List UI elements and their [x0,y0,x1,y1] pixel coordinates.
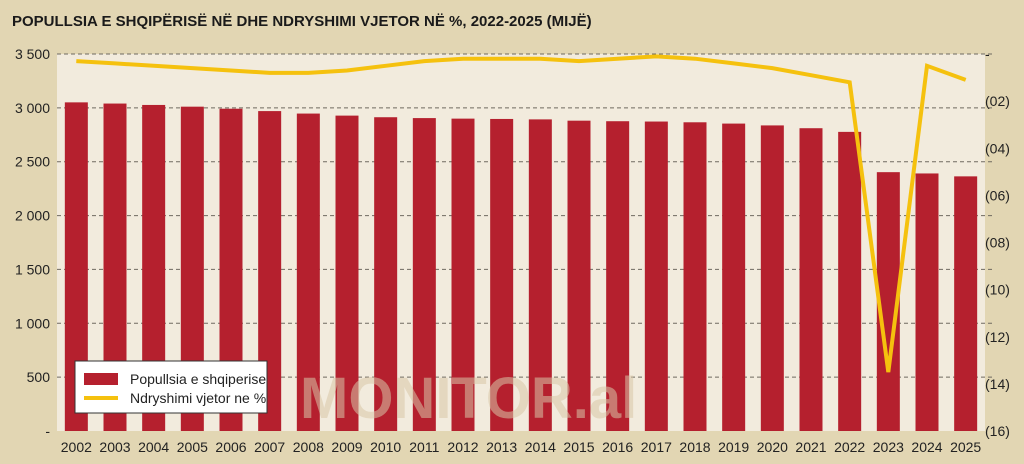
x-tick-label: 2003 [99,439,130,455]
bars [64,102,978,432]
x-tick-label: 2020 [757,439,788,455]
x-tick-label: 2025 [950,439,981,455]
y-left-tick-label: 3 000 [15,100,50,116]
y-right-tick-label: (08) [985,235,1010,251]
y-right-tick-label: (10) [985,282,1010,298]
y-left-tick-label: 2 500 [15,154,50,170]
bar [528,119,552,431]
bar [799,128,823,431]
y-right-tick-label: (14) [985,376,1010,392]
bar [606,121,630,431]
bar [64,102,88,432]
bar [374,117,398,432]
bar [412,118,436,431]
x-tick-label: 2017 [641,439,672,455]
bar [103,103,127,431]
bar [490,118,514,431]
y-right-tick-label: (04) [985,140,1010,156]
x-tick-label: 2006 [215,439,246,455]
x-tick-label: 2002 [61,439,92,455]
bar [722,123,746,431]
bar [838,131,862,431]
bar [219,108,243,431]
bar [258,111,282,432]
legend-label-bar: Popullsia e shqiperise [130,371,266,387]
line-series [76,54,967,373]
y-right-tick-label: (02) [985,93,1010,109]
bar [296,113,320,431]
bar [644,121,668,431]
y-left-tick-label: 3 500 [15,46,50,62]
x-tick-label: 2023 [873,439,904,455]
x-tick-label: 2022 [834,439,865,455]
x-tick-label: 2015 [563,439,594,455]
x-tick-label: 2019 [718,439,749,455]
bar [915,173,939,431]
x-tick-label: 2007 [254,439,285,455]
bar [760,125,784,431]
x-tick-label: 2016 [602,439,633,455]
legend-swatch-bar [84,373,118,385]
legend: Popullsia e shqiperise Ndryshimi vjetor … [74,360,268,414]
y-axis-left: - 500 1 000 1 500 2 000 2 500 3 000 3 500 [15,46,50,439]
x-tick-label: 2021 [795,439,826,455]
x-tick-label: 2011 [409,439,439,455]
y-right-tick-label: (12) [985,329,1010,345]
y-right-tick-label: - [985,46,990,62]
y-axis-right: - (02) (04) (06) (08) (10) (12) (14) (16) [985,46,1010,439]
x-tick-label: 2024 [911,439,942,455]
y-right-tick-label: (06) [985,187,1010,203]
y-right-tick-label: (16) [985,423,1010,439]
y-left-tick-label: 2 000 [15,208,50,224]
bar [335,115,359,431]
x-tick-label: 2014 [525,439,556,455]
bar [683,122,707,431]
bar [142,104,166,432]
y-left-tick-label: 1 500 [15,261,50,277]
bar [567,120,591,431]
x-tick-label: 2004 [138,439,169,455]
x-axis: 2002 2003 2004 2005 2006 2007 2008 2009 2010 2011… [61,439,982,455]
x-tick-label: 2008 [293,439,324,455]
x-tick-label: 2012 [447,439,478,455]
x-tick-label: 2010 [370,439,401,455]
x-tick-label: 2005 [177,439,208,455]
x-tick-label: 2009 [331,439,362,455]
y-left-tick-label: 500 [27,369,51,385]
chart-title: POPULLSIA E SHQIPËRISË NË DHE NDRYSHIMI … [12,13,592,30]
bar [451,118,475,431]
line-series-path [76,54,967,373]
bar [876,172,900,431]
x-tick-label: 2018 [679,439,710,455]
x-tick-label: 2013 [486,439,517,455]
y-left-tick-label: - [45,423,50,439]
y-left-tick-label: 1 000 [15,315,50,331]
bar [180,106,204,431]
legend-label-line: Ndryshimi vjetor ne % [130,390,266,406]
legend-box [74,360,268,414]
bar [954,176,978,431]
watermark: MONITOR.al [300,366,637,431]
